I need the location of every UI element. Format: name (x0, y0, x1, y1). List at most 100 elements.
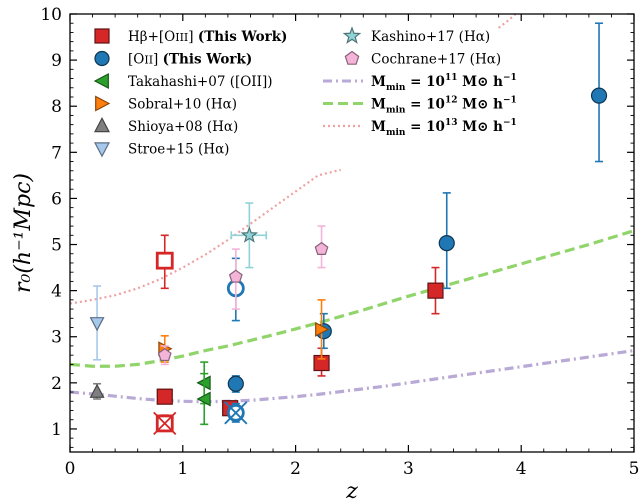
legend-text-part: M⊙ h (457, 119, 503, 135)
series-6-point-1 (89, 285, 105, 361)
series-1-open-point-1 (155, 234, 174, 290)
series-2-point-1 (227, 375, 244, 393)
point-marker (89, 383, 105, 398)
point-marker (228, 269, 243, 283)
legend-text-part: (This Work) (198, 29, 288, 45)
legend-text-part: 13 (445, 118, 458, 128)
y-tick-label: 3 (51, 328, 62, 348)
series-1-point-1 (156, 388, 173, 405)
series-7-point-1 (230, 202, 268, 269)
y-tick-label: 6 (51, 189, 62, 209)
legend-text-part: 12 (445, 96, 458, 106)
y-tick-label: 10 (40, 5, 62, 25)
legend-marker-left-3 (93, 73, 109, 89)
legend-label-left-3: Takahashi+07 ([OII]) (128, 74, 273, 90)
x-tick-label: 2 (290, 459, 301, 479)
legend-text-part: M⊙ h (457, 97, 503, 113)
legend-label-right-1: Kashino+17 (Hα) (371, 29, 490, 45)
legend-marker-left-1 (94, 28, 110, 44)
series-4-point-2 (315, 299, 330, 360)
legend-marker-left-5 (94, 117, 110, 133)
model-curve-3 (69, 168, 341, 305)
point-marker (157, 347, 172, 362)
cross-line (153, 411, 177, 436)
legend-label-curve-1: Mmin = 1011 M⊙ h−1 (371, 73, 517, 93)
model-curve-3-top (497, 13, 517, 29)
series-1-point-4 (427, 266, 444, 315)
legend-text-part: min (386, 128, 406, 138)
legend-label-left-2: [OII] (This Work) (128, 52, 252, 68)
point-marker (314, 241, 329, 255)
x-tick-label: 0 (65, 459, 76, 479)
legend-marker-left-2 (94, 50, 110, 67)
legend-marker-left-4 (95, 95, 111, 112)
x-tick-label: 5 (629, 459, 640, 479)
legend-text-part: min (386, 106, 406, 116)
series-2-point-3 (438, 192, 455, 290)
point-marker (196, 391, 211, 407)
y-tick-label: 5 (51, 236, 62, 256)
point-marker (240, 226, 259, 243)
series-2-point-4 (590, 22, 608, 163)
series-1-crossed-point-1 (153, 411, 177, 436)
legend-text-part: ] (153, 52, 163, 68)
legend-text-part: ] (188, 29, 198, 45)
model-curve-2 (69, 229, 635, 368)
legend-label-curve-2: Mmin = 1012 M⊙ h−1 (371, 96, 517, 116)
legend-text-part: M (371, 119, 386, 135)
plot-frame (69, 13, 635, 453)
legend-text-part: min (386, 83, 406, 93)
legend-label-left-5: Shioya+08 (Hα) (128, 119, 238, 135)
y-tick-label: 1 (51, 420, 62, 440)
y-tick-label: 4 (51, 282, 62, 302)
point-marker (590, 87, 608, 104)
model-curve-1 (69, 348, 635, 404)
y-tick-label: 9 (51, 51, 62, 71)
legend-text-part: −1 (503, 73, 517, 83)
legend-text-part: M (371, 97, 386, 113)
point-marker (227, 375, 244, 392)
model-curves (69, 13, 635, 404)
legend-text-part: III (175, 31, 188, 44)
legend: Hβ+[OIII] (This Work)[OII] (This Work)Ta… (93, 26, 517, 158)
y-tick-label: 2 (51, 374, 62, 394)
series-8-point-3 (314, 225, 329, 269)
legend-label-left-1: Hβ+[OIII] (This Work) (128, 29, 287, 45)
point-marker (156, 388, 173, 405)
legend-label-curve-3: Mmin = 1013 M⊙ h−1 (371, 118, 517, 138)
point-marker (427, 282, 444, 299)
x-axis-label: z (345, 479, 358, 504)
series-5-point-1 (89, 382, 105, 400)
legend-text-part: (This Work) (163, 52, 253, 68)
x-tick-label: 4 (516, 459, 527, 479)
point-marker (89, 317, 105, 332)
legend-text-part: −1 (503, 96, 517, 106)
legend-text-part: II (144, 54, 153, 67)
legend-label-left-6: Stroe+15 (Hα) (128, 142, 229, 158)
series-2-crossed-point-1 (224, 401, 248, 425)
point-marker (315, 321, 330, 337)
legend-label-left-4: Sobral+10 (Hα) (128, 97, 237, 113)
y-tick-label: 8 (51, 97, 62, 117)
legend-text-part: = 10 (405, 97, 445, 113)
series-8-point-1 (157, 345, 172, 366)
legend-text-part: [O (128, 52, 144, 68)
series-3-point-2 (196, 372, 211, 426)
legend-text-part: M (371, 74, 386, 90)
legend-text-part: −1 (503, 118, 517, 128)
x-tick-label: 1 (177, 459, 188, 479)
legend-text-part: Hβ+[O (128, 29, 175, 45)
legend-text-part: = 10 (405, 74, 445, 90)
legend-marker-right-1 (342, 26, 362, 44)
legend-text-part: = 10 (405, 119, 445, 135)
y-tick-label: 7 (51, 143, 62, 163)
x-tick-label: 3 (403, 459, 414, 479)
data-points (89, 22, 608, 436)
legend-marker-right-2 (344, 50, 360, 65)
legend-text-part: M⊙ h (457, 74, 503, 90)
point-marker (438, 235, 455, 252)
y-axis-label: r₀(h⁻¹Mpc) (11, 173, 36, 293)
cross-line (224, 401, 248, 425)
